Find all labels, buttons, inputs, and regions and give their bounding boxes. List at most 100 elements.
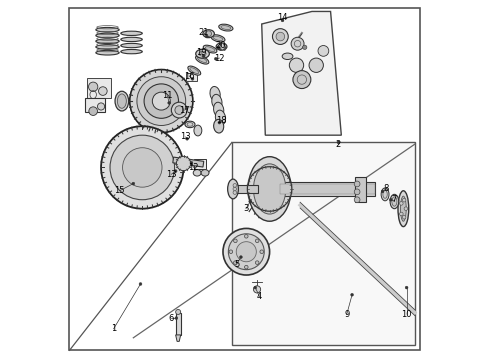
Ellipse shape <box>391 197 396 206</box>
Ellipse shape <box>121 37 142 41</box>
Text: 4: 4 <box>256 292 262 301</box>
Bar <box>87 78 110 98</box>
Ellipse shape <box>210 35 224 42</box>
Ellipse shape <box>380 188 388 201</box>
Circle shape <box>205 31 211 37</box>
Circle shape <box>175 106 183 114</box>
Ellipse shape <box>218 24 232 31</box>
Circle shape <box>308 58 323 72</box>
Ellipse shape <box>121 49 142 54</box>
Circle shape <box>281 19 284 22</box>
Ellipse shape <box>117 94 126 108</box>
Text: 9: 9 <box>344 310 348 319</box>
Circle shape <box>175 310 180 315</box>
Circle shape <box>255 239 259 243</box>
Text: 20: 20 <box>215 41 225 50</box>
Circle shape <box>88 82 98 91</box>
Ellipse shape <box>215 110 225 125</box>
Circle shape <box>350 293 353 296</box>
Bar <box>280 182 375 196</box>
Ellipse shape <box>221 26 230 30</box>
Text: 12: 12 <box>188 163 199 172</box>
Circle shape <box>152 92 170 110</box>
Circle shape <box>202 55 204 58</box>
Ellipse shape <box>115 91 128 111</box>
Circle shape <box>171 102 187 118</box>
Circle shape <box>233 184 236 187</box>
Ellipse shape <box>121 31 142 36</box>
Circle shape <box>399 212 402 216</box>
Ellipse shape <box>205 47 214 51</box>
Circle shape <box>353 189 359 195</box>
Bar <box>175 314 180 335</box>
Text: 17: 17 <box>179 105 189 114</box>
Circle shape <box>214 57 217 60</box>
Ellipse shape <box>227 179 238 199</box>
Text: 8: 8 <box>383 184 388 193</box>
Circle shape <box>191 77 194 80</box>
Text: 1: 1 <box>111 324 116 333</box>
Text: 14: 14 <box>277 13 287 22</box>
Ellipse shape <box>397 191 408 226</box>
Bar <box>85 98 104 112</box>
Polygon shape <box>261 12 341 135</box>
Circle shape <box>233 191 236 194</box>
Text: 10: 10 <box>401 310 411 319</box>
Ellipse shape <box>197 57 206 63</box>
Circle shape <box>399 202 402 205</box>
Circle shape <box>228 234 264 270</box>
Circle shape <box>244 234 247 238</box>
Ellipse shape <box>209 86 220 102</box>
Circle shape <box>175 317 178 319</box>
Circle shape <box>144 84 178 118</box>
Circle shape <box>253 286 260 293</box>
Ellipse shape <box>184 121 195 128</box>
Ellipse shape <box>121 43 142 48</box>
Ellipse shape <box>211 94 222 109</box>
Ellipse shape <box>203 30 214 38</box>
Circle shape <box>132 182 135 185</box>
Circle shape <box>405 286 407 289</box>
Circle shape <box>184 107 187 110</box>
Ellipse shape <box>187 66 200 75</box>
Circle shape <box>302 45 306 49</box>
Circle shape <box>97 103 104 110</box>
Circle shape <box>89 107 97 116</box>
Ellipse shape <box>201 170 208 176</box>
Bar <box>185 73 197 81</box>
Circle shape <box>174 170 177 172</box>
Circle shape <box>99 87 107 95</box>
Circle shape <box>260 250 263 253</box>
Bar <box>231 142 414 345</box>
Circle shape <box>137 77 185 126</box>
Ellipse shape <box>195 49 209 58</box>
Ellipse shape <box>213 102 224 117</box>
Text: 18: 18 <box>216 116 226 125</box>
Text: 3: 3 <box>243 204 248 213</box>
Circle shape <box>336 141 339 144</box>
Ellipse shape <box>216 43 226 50</box>
Circle shape <box>236 242 256 262</box>
Circle shape <box>176 156 190 171</box>
Circle shape <box>272 29 287 44</box>
Circle shape <box>205 35 208 38</box>
Ellipse shape <box>247 157 290 221</box>
Circle shape <box>223 228 269 275</box>
Circle shape <box>353 181 359 187</box>
Circle shape <box>233 239 237 243</box>
Ellipse shape <box>203 45 217 53</box>
Ellipse shape <box>96 39 119 44</box>
Text: 6: 6 <box>168 314 173 323</box>
Bar <box>354 177 365 202</box>
Ellipse shape <box>253 164 285 214</box>
Circle shape <box>139 283 142 285</box>
Ellipse shape <box>400 196 406 221</box>
Ellipse shape <box>193 170 201 176</box>
Circle shape <box>122 148 162 187</box>
Circle shape <box>292 71 310 89</box>
Ellipse shape <box>96 27 119 32</box>
Circle shape <box>403 207 407 211</box>
Circle shape <box>253 286 256 289</box>
Text: 15: 15 <box>114 186 125 195</box>
Ellipse shape <box>96 33 119 38</box>
